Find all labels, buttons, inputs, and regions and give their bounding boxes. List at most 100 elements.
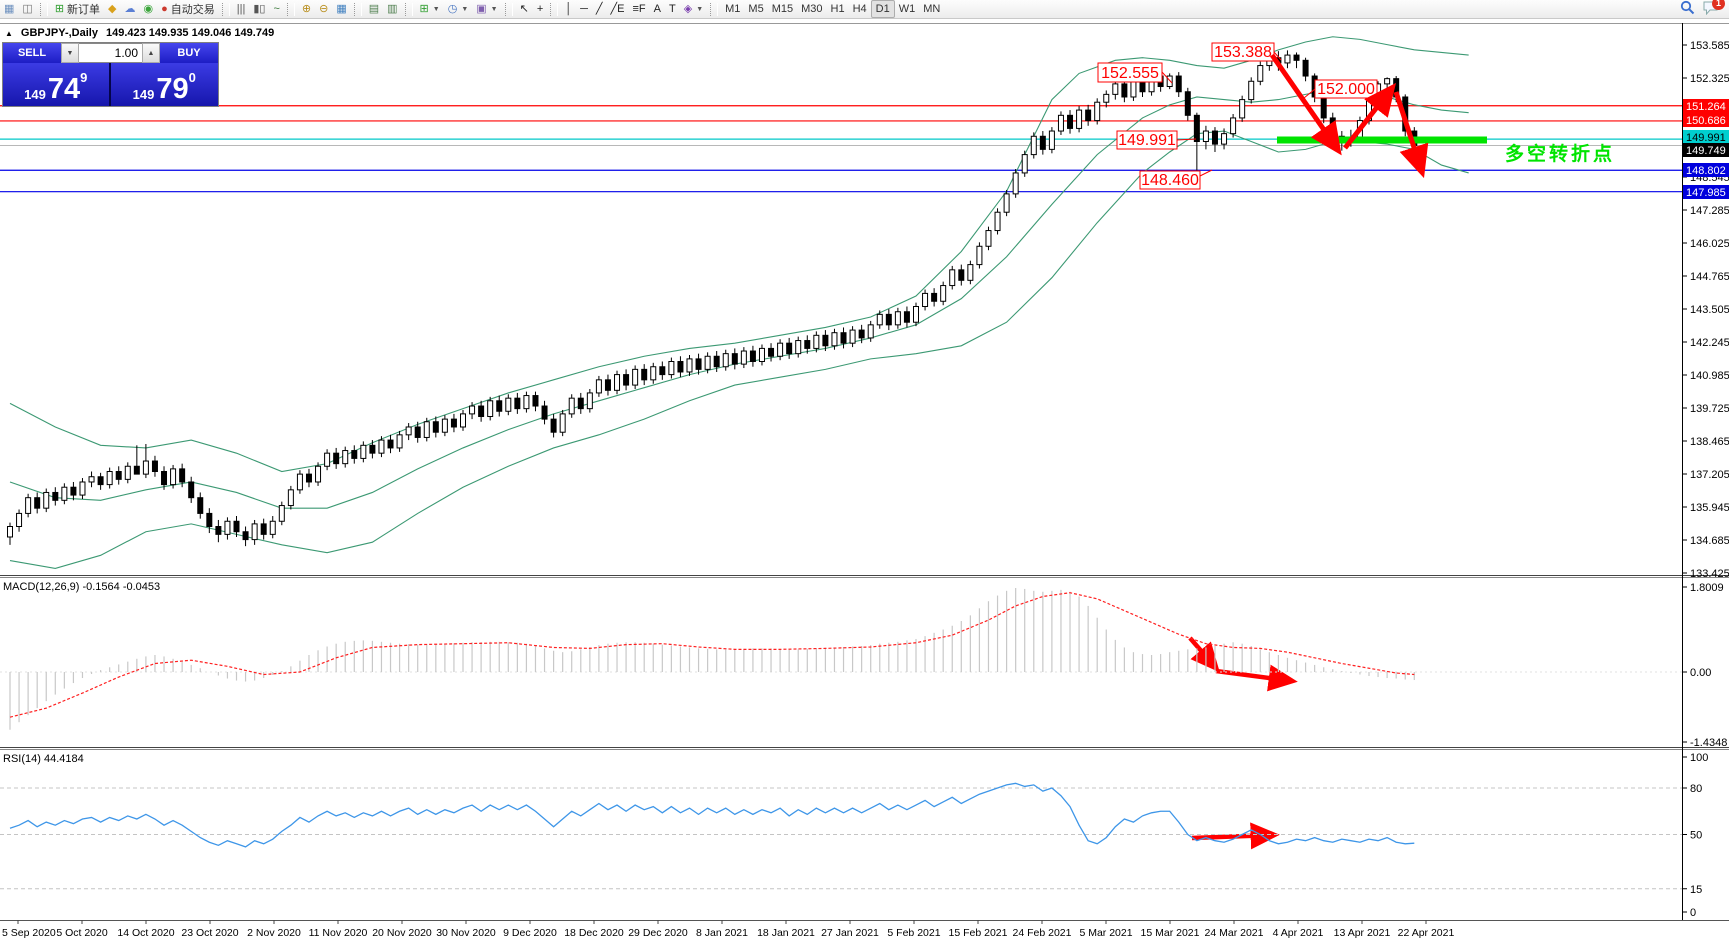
new-order-button-glyph: ⊞: [54, 3, 65, 15]
trendline-icon-glyph: ╱: [595, 3, 603, 15]
rsi-panel: RSI(14) 44.4184 100 80 50 15 0: [0, 752, 1708, 919]
red-arrow: [1343, 82, 1397, 150]
candlestick-chart-icon[interactable]: ▮▯: [249, 1, 269, 17]
vline-icon-glyph: │: [565, 3, 573, 15]
volume-increase-button[interactable]: ▲: [142, 43, 160, 63]
bollinger-bands: [9, 36, 1469, 569]
svg-text:13 Apr 2021: 13 Apr 2021: [1334, 927, 1391, 939]
svg-text:138.465: 138.465: [1690, 436, 1729, 448]
history-center-icon-glyph: ◆: [108, 3, 117, 15]
line-chart-icon[interactable]: ~: [269, 1, 283, 17]
sell-price-display[interactable]: 149 74 9: [3, 63, 111, 106]
svg-text:5 Mar 2021: 5 Mar 2021: [1079, 927, 1132, 939]
chart-preview-icon[interactable]: ◫: [18, 1, 36, 17]
svg-text:80: 80: [1690, 783, 1702, 795]
timeframe-button-D1[interactable]: D1: [870, 0, 895, 18]
bar-chart-icon[interactable]: |||: [233, 1, 250, 17]
timeframe-button-M1[interactable]: M1: [725, 3, 741, 15]
templates-icon[interactable]: ▣ ▼: [472, 1, 501, 17]
svg-text:146.025: 146.025: [1690, 238, 1729, 250]
svg-text:143.505: 143.505: [1690, 304, 1729, 316]
timeframe-button-M5[interactable]: M5: [748, 3, 764, 15]
signals-icon[interactable]: ◉: [140, 1, 158, 17]
shapes-icon[interactable]: ◈ ▼: [680, 1, 707, 17]
volume-decrease-button[interactable]: ▼: [61, 43, 79, 63]
chinese-note[interactable]: 多空转折点: [1505, 142, 1615, 165]
bollinger-lower: [9, 130, 1469, 569]
crosshair-icon[interactable]: +: [533, 1, 547, 17]
chat-bubble-icon[interactable]: 1: [1703, 0, 1725, 18]
red-arrow: [1269, 53, 1342, 156]
timeframe-button-MN[interactable]: MN: [923, 3, 941, 15]
toolbar-grip: [286, 2, 295, 16]
svg-text:0: 0: [1690, 907, 1696, 919]
tile-windows-icon[interactable]: ▦: [332, 1, 350, 17]
add-indicator-icon[interactable]: ⊞ ▼: [416, 1, 444, 17]
zoom-out-icon[interactable]: ⊖: [315, 1, 332, 17]
tile-windows-icon-glyph: ▦: [336, 3, 347, 15]
trendline-icon[interactable]: ╱: [592, 1, 607, 17]
fibonacci-icon[interactable]: ≡F: [629, 1, 650, 17]
trend-arrows[interactable]: [1188, 53, 1429, 850]
chart-preview-icon-glyph: ◫: [22, 3, 33, 15]
new-order-button[interactable]: ⊞ 新订单: [51, 1, 104, 17]
svg-text:15 Feb 2021: 15 Feb 2021: [949, 927, 1008, 939]
svg-text:147.985: 147.985: [1686, 187, 1726, 199]
label-icon[interactable]: T: [665, 1, 680, 17]
ohlc-quotes: 149.423 149.935 149.046 149.749: [105, 27, 275, 39]
cursor-icon[interactable]: ↖: [516, 1, 533, 17]
one-click-trade-panel: SELL ▼ ▲ BUY 149 74 9 149 79 0: [2, 42, 219, 107]
timeframe-button-H1[interactable]: H1: [830, 3, 845, 15]
chart-window-icon-glyph: ▦: [4, 3, 15, 15]
svg-text:142.245: 142.245: [1690, 337, 1729, 349]
arrange-windows-icon[interactable]: ▤: [365, 1, 383, 17]
signals-icon-glyph: ◉: [143, 3, 154, 15]
timeframe-button-H4[interactable]: H4: [852, 3, 867, 15]
zoom-in-icon[interactable]: ⊕: [298, 1, 315, 17]
price-callout-labels[interactable]: 152.555 153.388 152.000 149.991 148.460: [1097, 42, 1378, 190]
svg-text:149.991: 149.991: [1118, 132, 1176, 149]
cascade-windows-icon[interactable]: ▥: [383, 1, 401, 17]
horizontal-level-lines[interactable]: [0, 105, 1682, 193]
dropdown-icon: ▼: [432, 5, 440, 13]
text-icon[interactable]: A: [650, 1, 665, 17]
svg-text:11 Nov 2020: 11 Nov 2020: [309, 927, 368, 939]
fibonacci-icon-glyph: ≡F: [632, 3, 646, 15]
vline-icon[interactable]: │: [561, 1, 576, 17]
autotrade-button[interactable]: ● 自动交易: [157, 1, 219, 17]
search-icon[interactable]: [1680, 0, 1695, 18]
buy-price-small: 149: [132, 87, 155, 102]
hline-icon[interactable]: ─: [576, 1, 592, 17]
volume-input[interactable]: [79, 44, 142, 62]
channel-icon[interactable]: ╱E: [607, 1, 629, 17]
sell-button[interactable]: SELL: [3, 43, 61, 63]
buy-price-sup: 0: [188, 70, 196, 85]
svg-text:15: 15: [1690, 884, 1702, 896]
chart-window-icon[interactable]: ▦: [0, 1, 18, 17]
chart-corner-icon: ▲: [5, 28, 13, 38]
svg-text:18 Jan 2021: 18 Jan 2021: [757, 927, 815, 939]
symbol-timeframe-label: GBPJPY-,Daily: [20, 27, 98, 39]
community-icon[interactable]: ☁: [121, 1, 140, 17]
svg-text:5 Feb 2021: 5 Feb 2021: [887, 927, 940, 939]
channel-icon-glyph: ╱E: [610, 3, 625, 15]
timeframe-button-M30[interactable]: M30: [801, 3, 823, 15]
periods-icon[interactable]: ◷ ▼: [444, 1, 473, 17]
svg-text:29 Dec 2020: 29 Dec 2020: [628, 927, 688, 939]
buy-button[interactable]: BUY: [160, 43, 218, 63]
crosshair-icon-glyph: +: [536, 3, 544, 15]
history-center-icon[interactable]: ◆: [104, 1, 120, 17]
pivot-note-text[interactable]: 多空转折点: [1505, 142, 1615, 165]
bollinger-upper: [9, 36, 1469, 473]
buy-price-display[interactable]: 149 79 0: [111, 63, 219, 106]
timeframe-button-M15[interactable]: M15: [771, 3, 794, 15]
price-tag-149.991: [1683, 130, 1729, 144]
toolbar-grip: [504, 2, 513, 16]
timeframe-button-W1[interactable]: W1: [898, 3, 916, 15]
svg-text:134.685: 134.685: [1690, 535, 1729, 547]
red-arrow: [1215, 664, 1298, 692]
toolbar-grip: [353, 2, 362, 16]
svg-text:1.8009: 1.8009: [1690, 582, 1724, 594]
svg-text:153.585: 153.585: [1690, 40, 1729, 52]
